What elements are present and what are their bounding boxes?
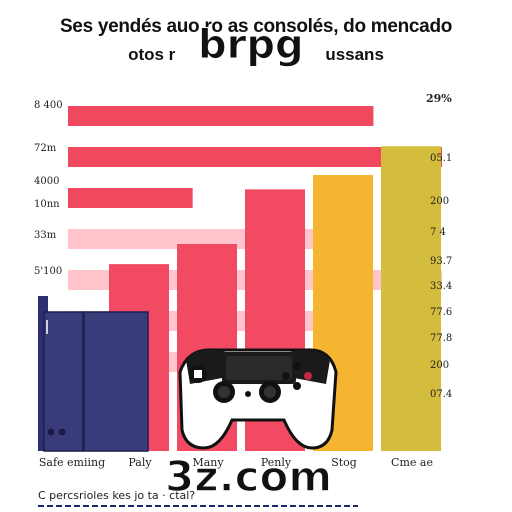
background-band [68, 188, 193, 208]
background-band [68, 106, 374, 126]
right-value-label: 7 4 [430, 227, 446, 238]
chart-subtitle: otos r ussans [0, 45, 512, 65]
x-tick-label: Cme ae [391, 456, 433, 469]
watermark-top: brpg [198, 22, 305, 69]
x-tick-label: Many [192, 456, 224, 469]
right-value-label: 29% [426, 92, 452, 105]
chart-subtitle-head: otos r [128, 45, 176, 64]
y-tick-label: 4000 [34, 176, 60, 187]
footer-note: C percsrioles kes jo ta · ctal? [38, 489, 196, 502]
right-value-label: 05.1 [430, 153, 453, 164]
right-value-label: 07.4 [430, 389, 453, 400]
bar [381, 146, 441, 451]
x-tick-label: Paly [128, 456, 152, 469]
x-tick-label: Stog [331, 456, 357, 469]
x-tick-label: Safe emiing [38, 456, 106, 469]
y-tick-label: 72m [34, 143, 57, 154]
gamepad-icon [178, 348, 338, 450]
y-tick-label: 5'100 [34, 266, 63, 277]
right-value-label: 77.8 [430, 333, 453, 344]
chart-title: Ses yendés auo ro as consolés, do mencad… [59, 16, 453, 37]
watermark-bottom: 3z.com [164, 451, 333, 502]
y-tick-label: 8 400 [34, 100, 63, 111]
right-value-label: 93.7 [430, 256, 453, 267]
console-icon [38, 296, 149, 452]
x-tick-label: Penly [260, 456, 292, 469]
y-tick-label: 33m [34, 230, 57, 241]
y-tick-label: 10nn [34, 199, 60, 210]
right-value-label: 33.4 [430, 281, 453, 292]
chart-subtitle-tail: ussans [325, 45, 384, 64]
right-value-label: 77.6 [430, 307, 453, 318]
footer-link-underline [38, 505, 358, 507]
right-value-label: 200 [430, 360, 450, 371]
background-band [68, 147, 442, 167]
right-value-label: 200 [430, 196, 450, 207]
